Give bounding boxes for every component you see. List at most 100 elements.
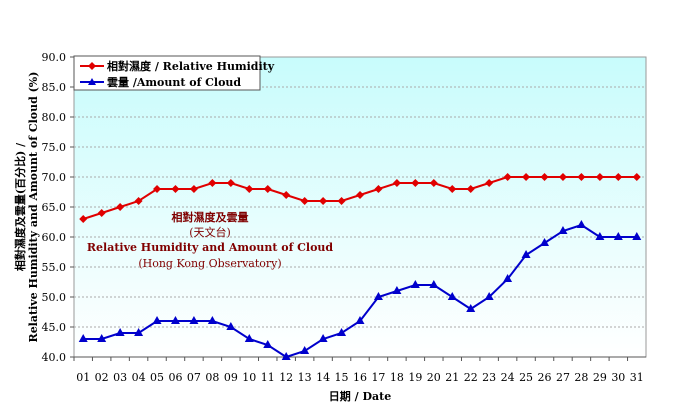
x-tick-label: 21 (445, 371, 459, 384)
legend: 相對濕度 / Relative Humidity 雲量 /Amount of C… (73, 55, 275, 91)
x-tick-label: 19 (408, 371, 422, 384)
humidity-point (392, 179, 401, 187)
y-tick-label: 70.0 (42, 171, 67, 184)
cloud-point (189, 316, 199, 324)
humidity-point (245, 185, 254, 193)
cloud-point (484, 292, 494, 300)
annotation-line-1: 相對濕度及雲量 (172, 210, 249, 224)
humidity-point (153, 185, 162, 193)
humidity-point (263, 185, 272, 193)
humidity-point (374, 185, 383, 193)
humidity-point (522, 173, 531, 181)
x-tick-label: 15 (335, 371, 349, 384)
x-tick-label: 18 (390, 371, 404, 384)
humidity-point (577, 173, 586, 181)
x-tick-label: 10 (242, 371, 256, 384)
x-axis-label: 日期 / Date (329, 389, 391, 403)
x-tick-label: 25 (519, 371, 533, 384)
humidity-point (208, 179, 217, 187)
humidity-point (503, 173, 512, 181)
cloud-point (318, 334, 328, 342)
humidity-point (116, 203, 125, 211)
annotation-line-4: (Hong Kong Observatory) (138, 257, 281, 270)
humidity-point (595, 173, 604, 181)
x-tick-label: 30 (611, 371, 625, 384)
x-tick-label: 13 (298, 371, 312, 384)
y-tick-label: 75.0 (42, 141, 67, 154)
humidity-point (171, 185, 180, 193)
cloud-point (170, 316, 180, 324)
x-tick-label: 22 (464, 371, 478, 384)
humidity-point (466, 185, 475, 193)
x-tick-label: 03 (113, 371, 127, 384)
humidity-point (429, 179, 438, 187)
x-tick-label: 08 (205, 371, 219, 384)
x-tick-label: 02 (95, 371, 109, 384)
x-tick-label: 11 (261, 371, 275, 384)
humidity-point (226, 179, 235, 187)
x-tick-label: 27 (556, 371, 570, 384)
annotation: 相對濕度及雲量 (天文台) Relative Humidity and Amou… (87, 210, 334, 270)
humidity-point (540, 173, 549, 181)
x-tick-label: 04 (132, 371, 146, 384)
cloud-point (152, 316, 162, 324)
cloud-point (595, 232, 605, 240)
cloud-point (447, 292, 457, 300)
cloud-point (392, 286, 402, 294)
cloud-point (576, 220, 586, 228)
cloud-point (207, 316, 217, 324)
humidity-point (189, 185, 198, 193)
x-tick-label: 07 (187, 371, 201, 384)
legend-cloud: 雲量 /Amount of Cloud (107, 76, 241, 89)
cloud-point (300, 346, 310, 354)
y-tick-label: 55.0 (42, 261, 67, 274)
cloud-point (503, 274, 513, 282)
x-tick-label: 14 (316, 371, 330, 384)
cloud-point (134, 328, 144, 336)
annotation-line-2: (天文台) (189, 225, 231, 239)
y-axis-label-1: 相對濕度及雲量(百分比) / (13, 142, 27, 271)
cloud-point (97, 334, 107, 342)
x-tick-label: 01 (76, 371, 90, 384)
y-tick-label: 80.0 (42, 111, 67, 124)
x-tick-label: 29 (593, 371, 607, 384)
x-tick-label: 05 (150, 371, 164, 384)
cloud-point (521, 250, 531, 258)
y-tick-label: 65.0 (42, 201, 67, 214)
cloud-point (115, 328, 125, 336)
x-tick-label: 23 (482, 371, 496, 384)
x-tick-label: 28 (574, 371, 588, 384)
humidity-point (337, 197, 346, 205)
cloud-point (78, 334, 88, 342)
x-tick-label: 06 (168, 371, 182, 384)
humidity-point (448, 185, 457, 193)
cloud-point (558, 226, 568, 234)
x-tick-label: 09 (224, 371, 238, 384)
cloud-point (613, 232, 623, 240)
y-tick-label: 40.0 (42, 351, 67, 364)
cloud-point (540, 238, 550, 246)
cloud-point (263, 340, 273, 348)
cloud-point (355, 316, 365, 324)
cloud-point (632, 232, 642, 240)
humidity-point (79, 215, 88, 223)
humidity-point (485, 179, 494, 187)
x-tick-label: 26 (538, 371, 552, 384)
humidity-point (97, 209, 106, 217)
cloud-point (244, 334, 254, 342)
y-axis-label-2: Relative Humidity and Amount of Cloud (%… (27, 72, 40, 343)
humidity-point (134, 197, 143, 205)
legend-humidity: 相對濕度 / Relative Humidity (107, 59, 275, 73)
humidity-point (614, 173, 623, 181)
cloud-point (410, 280, 420, 288)
cloud-point (337, 328, 347, 336)
y-tick-label: 85.0 (42, 81, 67, 94)
cloud-point (429, 280, 439, 288)
humidity-point (319, 197, 328, 205)
humidity-point (300, 197, 309, 205)
cloud-point (226, 322, 236, 330)
humidity-point (632, 173, 641, 181)
x-tick-label: 12 (279, 371, 293, 384)
x-tick-label: 24 (501, 371, 515, 384)
